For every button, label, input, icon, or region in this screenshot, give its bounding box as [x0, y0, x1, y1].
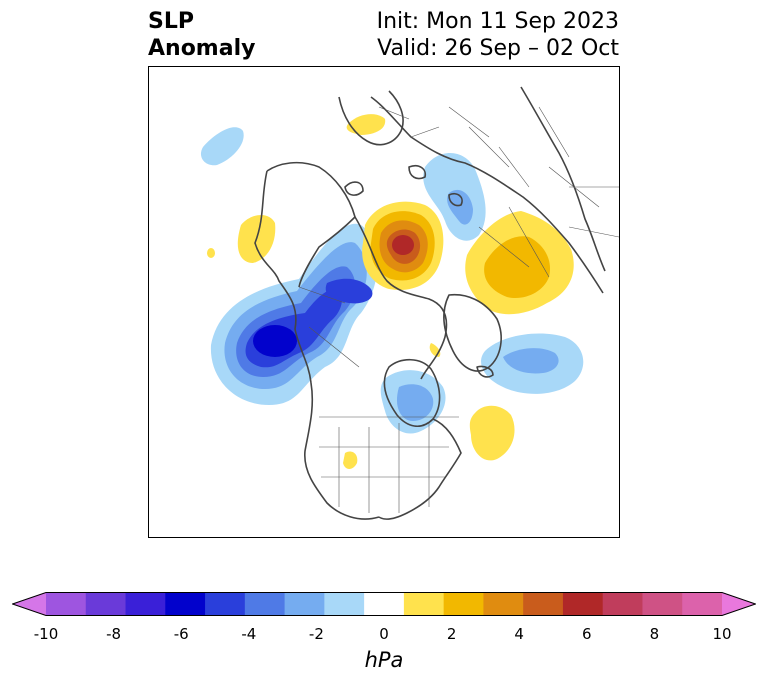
colorbar-segment	[602, 592, 643, 616]
colorbar-tick-label: -10	[33, 625, 59, 643]
negative-anomaly-hudson-bay	[380, 370, 446, 434]
colorbar-segment	[403, 592, 445, 616]
colorbar-tick-label: 8	[649, 625, 660, 643]
political-borders	[298, 106, 619, 513]
colorbar-segment	[364, 592, 405, 616]
map-subtitle: Init: Mon 11 Sep 2023 Valid: 26 Sep – 02…	[377, 8, 619, 62]
negative-anomaly-bering	[200, 127, 244, 166]
colorbar-tick-label: -2	[308, 625, 324, 643]
title-line-1: SLP	[148, 9, 194, 34]
colorbar-segment	[125, 592, 166, 616]
positive-anomaly-north-atlantic	[469, 405, 515, 461]
map-canvas	[200, 86, 619, 520]
anomaly-fields	[200, 114, 584, 469]
colorbar-segment	[244, 592, 286, 616]
colorbar	[12, 592, 756, 616]
colorbar-tick-label: 0	[379, 625, 389, 643]
colorbar-tick-label: 6	[582, 625, 592, 643]
colorbar-segment	[562, 592, 604, 616]
colorbar-extend-high	[722, 592, 756, 616]
positive-anomaly-scandinavia	[346, 114, 386, 135]
colorbar-segment	[85, 592, 127, 616]
valid-period: Valid: 26 Sep – 02 Oct	[377, 36, 619, 61]
negative-anomaly-kara-sea	[423, 152, 486, 241]
colorbar-segment	[483, 592, 524, 616]
coastlines	[254, 86, 606, 520]
colorbar-extend-low	[12, 592, 46, 616]
colorbar-segment	[165, 592, 206, 616]
colorbar-segment	[523, 592, 564, 616]
positive-anomaly-siberia	[465, 211, 574, 315]
colorbar-tick-label: 4	[514, 625, 524, 643]
negative-anomaly-greenland-sea	[481, 333, 584, 394]
negative-anomaly-gulf-of-alaska	[210, 223, 378, 405]
colorbar-segment	[682, 592, 723, 616]
colorbar-units: hPa	[364, 648, 404, 672]
colorbar-segment	[205, 592, 246, 616]
colorbar-tick-label: 2	[446, 625, 457, 643]
colorbar-segment	[324, 592, 365, 616]
colorbar-tick-label: -4	[241, 625, 257, 643]
positive-anomaly-great-plains	[343, 451, 358, 469]
colorbar-tick-label: -8	[106, 625, 122, 643]
map-panel	[148, 66, 620, 538]
colorbar-tick-label: 10	[712, 625, 732, 643]
colorbar-segment	[642, 592, 683, 616]
colorbar-segment	[284, 592, 325, 616]
colorbar-segment	[443, 592, 484, 616]
title-line-2: Anomaly	[148, 36, 256, 61]
map-title: SLP Anomaly	[148, 8, 255, 62]
positive-anomaly-central-arctic	[362, 201, 444, 290]
colorbar-outline	[12, 592, 756, 616]
colorbar-segment	[46, 592, 87, 616]
init-date: Init: Mon 11 Sep 2023	[376, 9, 619, 34]
colorbar-tick-label: -6	[173, 625, 189, 643]
positive-anomaly-small-west	[207, 248, 215, 258]
